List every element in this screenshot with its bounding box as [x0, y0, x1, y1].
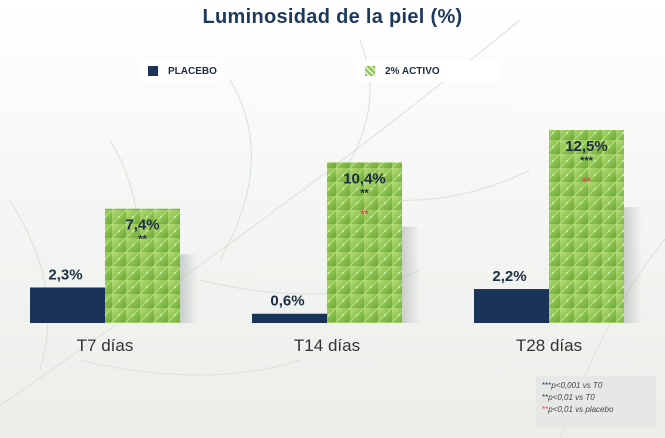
note-line-1: ***p<0,001 vs T0 [542, 380, 650, 392]
sig-t0-3: *** [580, 155, 594, 167]
sig-t0-2: ** [360, 187, 369, 199]
legend-swatch-activo [365, 66, 375, 76]
bar-placebo-1 [30, 287, 105, 323]
bar-activo-2 [327, 162, 402, 323]
legend-label-placebo: PLACEBO [168, 65, 217, 77]
note-line-3: **p<0,01 vs placebo [542, 404, 650, 416]
label-placebo-1: 2,3% [48, 266, 82, 283]
category-label-2: T14 días [294, 336, 360, 355]
note-stars-3: ** [542, 405, 549, 414]
label-placebo-2: 0,6% [270, 293, 304, 310]
label-placebo-3: 2,2% [492, 268, 526, 285]
legend-swatch-placebo [148, 66, 158, 76]
bar-shadow-3 [624, 207, 642, 323]
sig-placebo-3: ** [582, 176, 591, 188]
label-activo-2: 10,4% [343, 170, 386, 187]
note-text-3: p<0,01 vs placebo [548, 405, 614, 414]
category-label-1: T7 días [77, 336, 134, 355]
bar-placebo-3 [474, 289, 549, 323]
significance-notes: ***p<0,001 vs T0 **p<0,01 vs T0 **p<0,01… [536, 376, 656, 428]
category-label-3: T28 días [516, 336, 582, 355]
note-stars-1: *** [542, 381, 552, 390]
bar-activo-3 [549, 130, 624, 323]
bar-shadow-2 [402, 226, 420, 323]
label-activo-3: 12,5% [565, 138, 608, 155]
bar-placebo-2 [252, 313, 327, 323]
chart-title: Luminosidad de la piel (%) [202, 6, 463, 28]
note-text-1: p<0,001 vs T0 [551, 381, 603, 390]
legend-item-placebo: PLACEBO [140, 60, 220, 82]
note-text-2: p<0,01 vs T0 [548, 393, 595, 402]
legend-item-activo: 2% ACTIVO [357, 60, 500, 82]
note-stars-2: ** [542, 393, 549, 402]
sig-placebo-2: ** [360, 208, 369, 220]
sig-t0-1: ** [138, 234, 147, 246]
bar-shadow-1 [180, 254, 198, 323]
note-line-2: **p<0,01 vs T0 [542, 392, 650, 404]
legend-label-activo: 2% ACTIVO [385, 65, 440, 77]
bar-activo-1 [105, 208, 180, 323]
label-activo-1: 7,4% [125, 217, 159, 234]
